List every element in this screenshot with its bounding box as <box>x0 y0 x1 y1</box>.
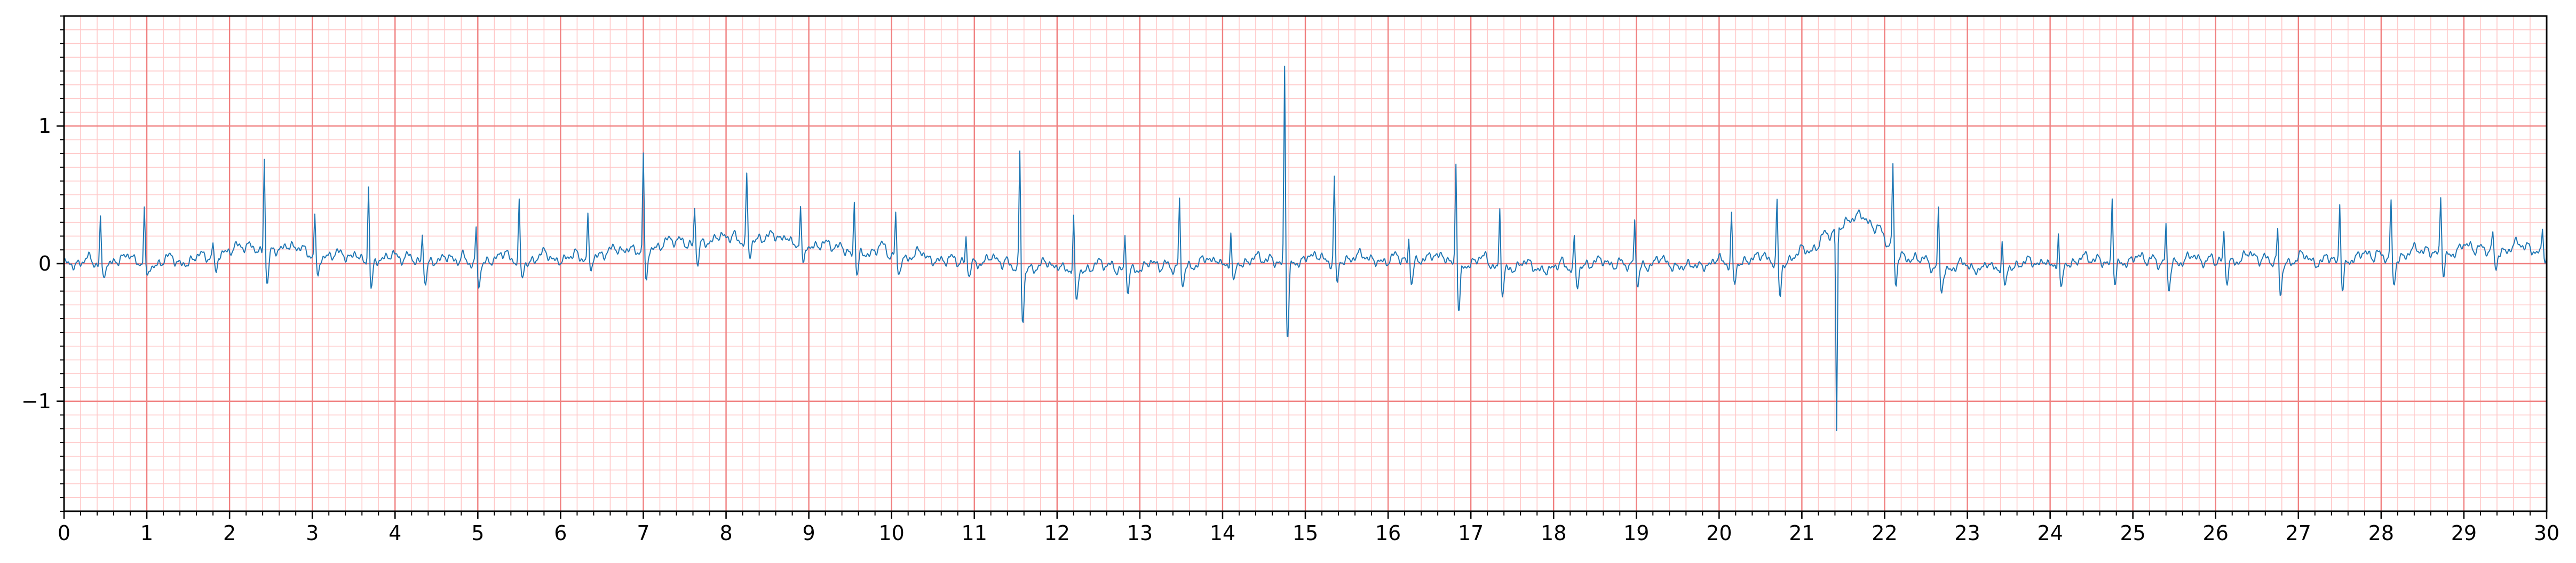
x-tick-label: 2 <box>223 521 236 545</box>
x-tick-label: 24 <box>2037 521 2063 545</box>
x-axis: 0 1 2 3 4 5 6 7 8 9 10 11 12 13 14 15 16 17 18 19 20 21 22 23 24… <box>58 511 2559 545</box>
x-tick-label: 27 <box>2286 521 2311 545</box>
y-tick-label: 1 <box>38 114 51 138</box>
x-tick-label: 8 <box>719 521 732 545</box>
ecg-trace-line <box>64 66 2547 432</box>
x-tick-label: 22 <box>1872 521 1897 545</box>
x-tick-label: 23 <box>1954 521 1980 545</box>
x-tick-label: 16 <box>1375 521 1401 545</box>
y-tick-label: 0 <box>38 252 51 275</box>
x-tick-label: 4 <box>389 521 401 545</box>
y-axis: −1 0 1 <box>21 15 64 512</box>
x-tick-label: 26 <box>2203 521 2229 545</box>
x-tick-label: 30 <box>2534 521 2559 545</box>
x-tick-label: 19 <box>1623 521 1649 545</box>
x-tick-label: 1 <box>140 521 153 545</box>
y-tick-label: −1 <box>21 390 51 413</box>
plot-area <box>63 15 2548 512</box>
x-tick-label: 20 <box>1706 521 1732 545</box>
x-tick-label: 12 <box>1044 521 1070 545</box>
x-tick-label: 13 <box>1127 521 1153 545</box>
x-tick-label: 25 <box>2120 521 2145 545</box>
x-tick-label: 6 <box>554 521 567 545</box>
x-tick-label: 3 <box>306 521 319 545</box>
x-tick-label: 15 <box>1293 521 1318 545</box>
x-tick-label: 10 <box>878 521 904 545</box>
x-tick-label: 11 <box>962 521 987 545</box>
x-tick-label: 7 <box>637 521 649 545</box>
x-tick-label: 14 <box>1210 521 1235 545</box>
x-tick-label: 21 <box>1789 521 1814 545</box>
x-tick-label: 17 <box>1458 521 1484 545</box>
x-tick-label: 9 <box>803 521 815 545</box>
x-tick-label: 28 <box>2368 521 2394 545</box>
x-tick-label: 29 <box>2451 521 2477 545</box>
x-tick-label: 18 <box>1541 521 1566 545</box>
x-tick-label: 0 <box>58 521 70 545</box>
x-tick-label: 5 <box>471 521 484 545</box>
